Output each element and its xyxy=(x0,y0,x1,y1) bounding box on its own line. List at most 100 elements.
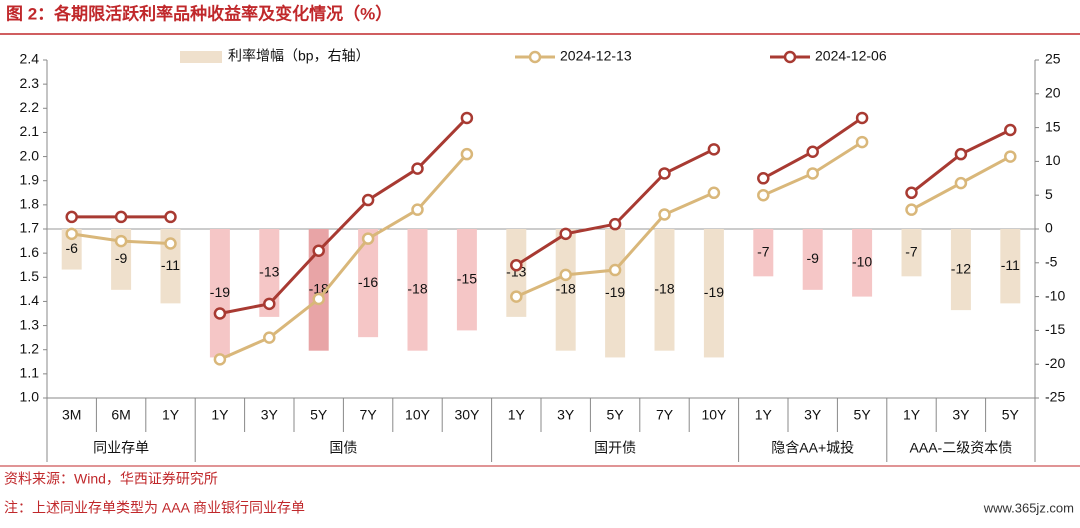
bar xyxy=(358,229,379,338)
legend-label: 2024-12-06 xyxy=(815,48,887,64)
y-tick-label: 1.4 xyxy=(20,292,40,308)
bar xyxy=(901,229,922,277)
note: 注：上述同业存单类型为 AAA 商业银行同业存单 xyxy=(4,500,305,516)
line-marker xyxy=(1004,123,1017,137)
bar-value-label: -11 xyxy=(1001,257,1020,273)
x-tick-label: 5Y xyxy=(854,407,872,423)
x-tick-label: 3M xyxy=(62,407,81,423)
source: 资料来源：Wind，华西证券研究所 xyxy=(4,471,218,487)
bar-value-label: -19 xyxy=(210,284,230,300)
y2-tick-label: 25 xyxy=(1045,51,1061,67)
line-series xyxy=(219,153,469,361)
line-marker xyxy=(213,307,227,320)
chart-title: 图 2：各期限活跃利率品种收益率及变化情况（%） xyxy=(6,3,392,23)
bar-value-label: -19 xyxy=(605,284,625,300)
y2-tick-label: -20 xyxy=(1045,355,1065,371)
bar-value-label: -11 xyxy=(161,257,180,273)
bar-value-label: -16 xyxy=(358,274,378,290)
bar-value-label: -13 xyxy=(259,264,279,280)
legend-marker xyxy=(528,50,542,64)
bar xyxy=(407,229,428,351)
line-marker xyxy=(361,232,375,245)
y-tick-label: 1.8 xyxy=(20,196,40,212)
bar-value-label: -7 xyxy=(905,243,918,259)
y-tick-label: 2.1 xyxy=(20,123,40,139)
y-tick-label: 1.3 xyxy=(20,316,40,332)
bar xyxy=(456,229,477,331)
x-tick-label: 3Y xyxy=(804,407,822,423)
bar xyxy=(1000,229,1021,304)
bar-value-label: -12 xyxy=(951,260,971,276)
y-tick-label: 2.4 xyxy=(20,51,40,67)
x-tick-label: 10Y xyxy=(405,407,431,423)
line-marker xyxy=(263,331,276,344)
line-marker xyxy=(65,210,78,224)
bar xyxy=(654,229,675,351)
x-tick-label: 7Y xyxy=(360,407,378,423)
group-label: 国开债 xyxy=(594,440,636,456)
y2-tick-label: 0 xyxy=(1045,220,1053,236)
bar xyxy=(209,229,230,358)
line-marker xyxy=(114,234,128,248)
line-marker xyxy=(213,353,227,366)
bar-value-label: -9 xyxy=(115,250,128,266)
bar xyxy=(308,229,329,351)
bar xyxy=(950,229,971,311)
y-tick-label: 2.3 xyxy=(20,75,40,91)
bar xyxy=(259,229,280,317)
y-tick-label: 1.0 xyxy=(20,389,40,405)
group-label: 国债 xyxy=(329,440,357,456)
y-tick-label: 2.0 xyxy=(20,147,40,163)
line-marker xyxy=(608,217,622,231)
y-tick-label: 2.2 xyxy=(20,99,40,115)
line-marker xyxy=(954,176,968,190)
watermark: www.365jz.com xyxy=(983,500,1074,515)
line-marker xyxy=(510,290,523,303)
bar-value-label: -18 xyxy=(654,281,674,297)
bar-value-label: -18 xyxy=(407,281,427,297)
y2-tick-label: 10 xyxy=(1045,152,1061,168)
line-marker xyxy=(855,135,869,149)
line-marker xyxy=(757,188,770,202)
bar-value-label: -7 xyxy=(757,243,770,259)
line-marker xyxy=(312,244,325,257)
y2-tick-label: -25 xyxy=(1045,389,1065,405)
line-marker xyxy=(855,111,869,125)
line-marker xyxy=(559,227,572,241)
line-marker xyxy=(411,162,424,175)
y-tick-label: 1.2 xyxy=(20,340,40,356)
legend-swatch xyxy=(180,51,222,63)
line-marker xyxy=(954,147,968,161)
line-marker xyxy=(905,203,918,216)
x-tick-label: 6M xyxy=(111,407,130,423)
line-marker xyxy=(114,210,128,224)
line-marker xyxy=(658,167,671,180)
y-tick-label: 1.1 xyxy=(20,365,40,381)
bar-value-label: -9 xyxy=(806,250,819,266)
line-marker xyxy=(65,227,78,241)
line-marker xyxy=(1004,150,1017,163)
bar xyxy=(852,229,873,297)
y2-tick-label: 20 xyxy=(1045,85,1061,101)
line-marker xyxy=(312,292,325,306)
y-tick-label: 1.5 xyxy=(20,268,40,284)
bar xyxy=(61,229,82,270)
y-tick-label: 1.6 xyxy=(20,244,40,260)
legend-marker xyxy=(783,50,797,64)
y2-tick-label: -5 xyxy=(1045,254,1058,270)
line-marker xyxy=(559,268,572,282)
legend-label: 利率增幅（bp，右轴） xyxy=(228,48,370,64)
x-tick-label: 1Y xyxy=(162,407,180,423)
x-tick-label: 3Y xyxy=(557,407,575,423)
y2-tick-label: -10 xyxy=(1045,287,1065,303)
x-tick-label: 1Y xyxy=(903,407,921,423)
line-marker xyxy=(164,210,177,224)
bar xyxy=(605,229,626,358)
y-tick-label: 1.7 xyxy=(20,220,40,236)
line-marker xyxy=(707,143,721,156)
line-marker xyxy=(905,186,918,200)
group-label: 隐含AA+城投 xyxy=(771,440,854,456)
x-tick-label: 3Y xyxy=(261,407,279,423)
group-label: AAA-二级资本债 xyxy=(910,440,1013,456)
